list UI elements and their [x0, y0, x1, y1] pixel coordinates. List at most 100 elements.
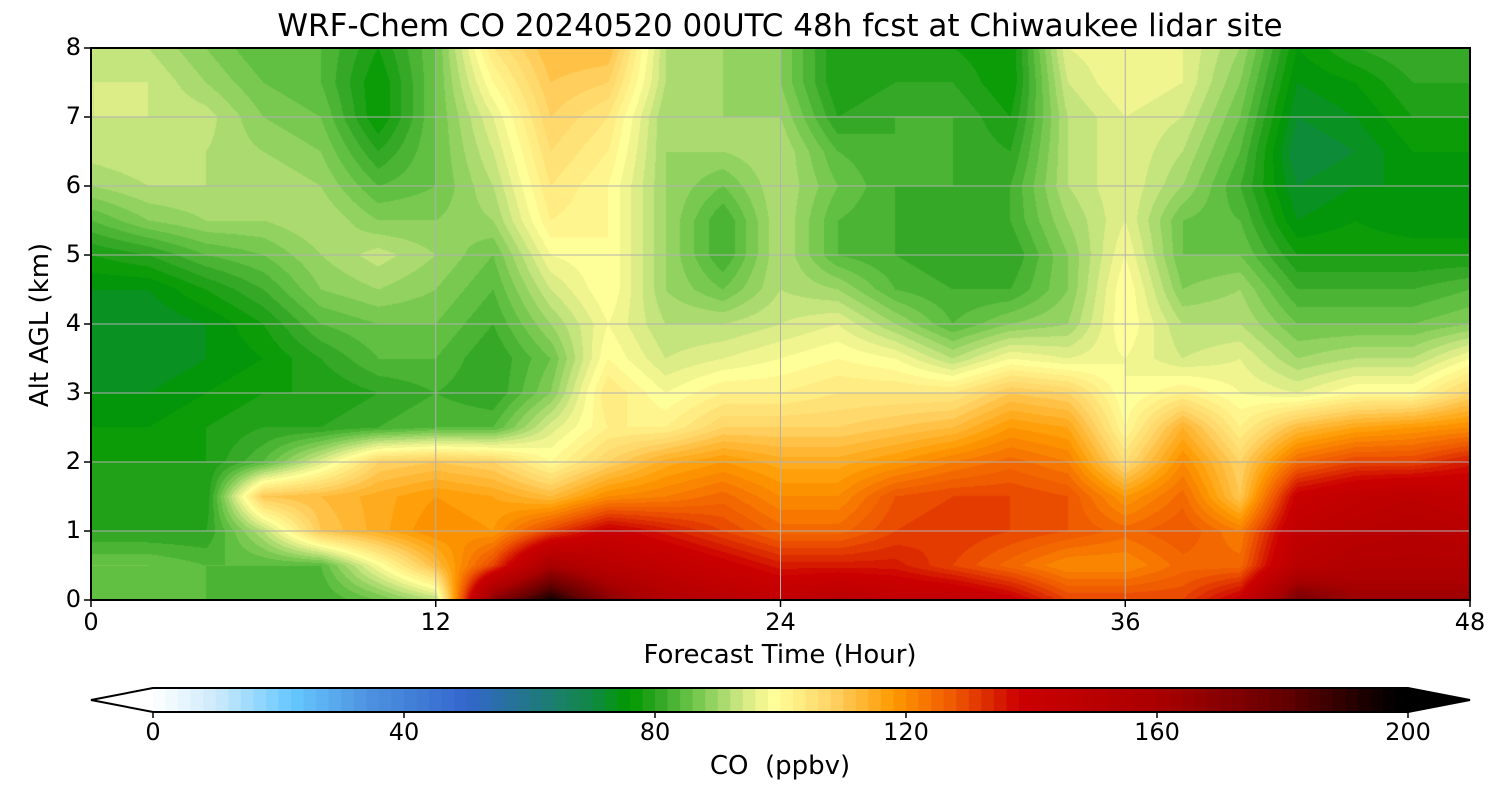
colorbar-segment: [843, 688, 857, 712]
colorbar-segment: [1269, 688, 1284, 712]
plot-border: [90, 47, 1471, 601]
colorbar-segment: [680, 688, 694, 712]
colorbar-segment: [767, 688, 782, 712]
colorbar-segment: [178, 688, 192, 712]
colorbar-segment: [1295, 688, 1309, 712]
colorbar-segment: [880, 688, 895, 712]
colorbar-segment: [1031, 688, 1045, 712]
colorbar-segment: [730, 688, 744, 712]
y-tick-label: 7: [65, 102, 81, 130]
colorbar-tick-label: 40: [388, 718, 420, 746]
colorbar-segment: [968, 688, 982, 712]
colorbar-segment: [1207, 688, 1221, 712]
colorbar-label: CO (ppbv): [709, 751, 851, 781]
colorbar-segment: [755, 688, 769, 712]
colorbar-segment: [667, 688, 681, 712]
colorbar-segment: [705, 688, 719, 712]
colorbar-segment: [228, 688, 242, 712]
colorbar-segment: [818, 688, 832, 712]
colorbar-segment: [1244, 688, 1258, 712]
colorbar-segment: [931, 688, 945, 712]
colorbar-segment: [981, 688, 995, 712]
colorbar-segment: [1094, 688, 1108, 712]
colorbar-segment: [805, 688, 819, 712]
colorbar-over-extension: [1408, 688, 1470, 712]
y-tick-label: 3: [65, 378, 81, 406]
colorbar-segment: [830, 688, 844, 712]
colorbar-segment: [353, 688, 367, 712]
chart-title: WRF-Chem CO 20240520 00UTC 48h fcst at C…: [277, 8, 1283, 44]
colorbar-segment: [943, 688, 957, 712]
colorbar-segment: [1081, 688, 1095, 712]
colorbar-segment: [642, 688, 656, 712]
x-axis-label: Forecast Time (Hour): [643, 640, 917, 670]
colorbar-segment: [868, 688, 882, 712]
colorbar-segment: [240, 688, 254, 712]
colorbar-segment: [1194, 688, 1208, 712]
colorbar-segment: [165, 688, 179, 712]
colorbar-segment: [1169, 688, 1183, 712]
colorbar-segment: [1357, 688, 1371, 712]
colorbar-segment: [1320, 688, 1334, 712]
colorbar-segment: [855, 688, 869, 712]
colorbar-segment: [793, 688, 807, 712]
x-tick-label: 12: [420, 608, 452, 636]
colorbar-segment: [1069, 688, 1083, 712]
colorbar-segment: [253, 688, 267, 712]
colorbar-segment: [655, 688, 669, 712]
colorbar-segment: [1157, 688, 1171, 712]
axes-frame: [84, 47, 1471, 607]
colorbar-segment: [1282, 688, 1296, 712]
colorbar-segment: [1131, 688, 1146, 712]
colorbar-segment: [1219, 688, 1233, 712]
colorbar-segment: [592, 688, 606, 712]
y-tick-label: 2: [65, 447, 81, 475]
colorbar-segment: [1018, 688, 1033, 712]
colorbar-segment: [529, 688, 543, 712]
colorbar-segment: [1006, 688, 1020, 712]
colorbar-segment: [554, 688, 568, 712]
colorbar-segment: [1382, 688, 1397, 712]
colorbar-tick-label: 200: [1385, 718, 1431, 746]
y-tick-label: 0: [65, 585, 81, 613]
x-tick-label: 0: [83, 608, 99, 636]
colorbar-segment: [1106, 688, 1120, 712]
colorbar-segment: [1044, 688, 1058, 712]
colorbar-segment: [1056, 688, 1070, 712]
colorbar-segment: [265, 688, 280, 712]
x-tick-label: 48: [1454, 608, 1486, 636]
y-tick-label: 1: [65, 516, 81, 544]
colorbar-segment: [341, 688, 355, 712]
x-tick-label: 36: [1109, 608, 1141, 636]
colorbar-segment: [717, 688, 731, 712]
colorbar-segment: [1257, 688, 1271, 712]
y-tick-label: 8: [65, 33, 81, 61]
colorbar-segment: [993, 688, 1007, 712]
colorbar-segment: [1370, 688, 1384, 712]
colorbar-segment: [1119, 688, 1133, 712]
colorbar-segment: [366, 688, 380, 712]
colorbar-segment: [918, 688, 932, 712]
colorbar-tick-label: 160: [1134, 718, 1180, 746]
colorbar-segment: [504, 688, 518, 712]
colorbar-segment: [278, 688, 292, 712]
colorbar-segment: [1144, 688, 1158, 712]
x-tick-label: 24: [765, 608, 796, 636]
colorbar-segment: [604, 688, 618, 712]
colorbar-segment: [466, 688, 480, 712]
colorbar-tick-label: 120: [883, 718, 929, 746]
colorbar-segment: [429, 688, 443, 712]
colorbar-segment: [404, 688, 418, 712]
colorbar-segment: [1332, 688, 1346, 712]
colorbar-segment: [516, 688, 531, 712]
colorbar-segment: [579, 688, 593, 712]
colorbar-segment: [291, 688, 305, 712]
colorbar-segment: [190, 688, 204, 712]
colorbar-segment: [780, 688, 794, 712]
colorbar-segment: [1307, 688, 1321, 712]
colorbar-segment: [906, 688, 920, 712]
colorbar-segment: [1182, 688, 1196, 712]
colorbar-segment: [303, 688, 317, 712]
colorbar-segment: [491, 688, 505, 712]
